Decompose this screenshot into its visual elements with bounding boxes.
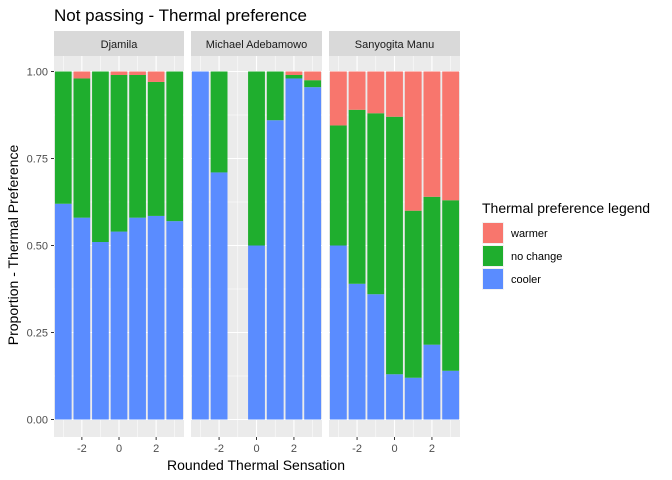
bar-segment-cooler <box>285 78 303 420</box>
bar-segment-warmer <box>147 71 165 82</box>
bar-segment-no-change <box>110 74 128 232</box>
bar-segment-no-change <box>210 71 228 173</box>
bar-segment-cooler <box>166 221 184 420</box>
bar-segment-no-change <box>73 78 91 218</box>
bar-segment-cooler <box>110 231 128 420</box>
bar-segment-no-change <box>442 200 460 371</box>
facet-panel: Michael Adebamowo -2 0 2 <box>191 31 322 455</box>
y-tick-label: 0.50 <box>27 241 48 253</box>
bar-segment-cooler <box>73 217 91 420</box>
x-tick-label: -2 <box>77 443 87 455</box>
bar-segment-warmer <box>386 71 403 117</box>
bar-segment-cooler <box>54 203 72 420</box>
legend-label: warmer <box>510 228 548 240</box>
bar-segment-cooler <box>329 245 347 420</box>
bar-segment-cooler <box>404 377 422 420</box>
x-tick-label: -2 <box>352 443 362 455</box>
bar-segment-warmer <box>129 71 146 75</box>
bar-segment-warmer <box>404 71 422 211</box>
facet-strip <box>54 31 184 56</box>
bar-segment-warmer <box>348 71 366 110</box>
bar-segment-no-change <box>386 116 403 375</box>
legend-title: Thermal preference legend <box>482 200 650 216</box>
bar-segment-no-change <box>166 71 184 222</box>
x-tick-label: 2 <box>291 443 297 455</box>
bar-segment-cooler <box>442 370 460 420</box>
bar-segment-warmer <box>110 71 128 75</box>
bar-segment-cooler <box>210 172 228 420</box>
bar-segment-no-change <box>367 113 385 295</box>
bar-segment-no-change <box>147 81 165 216</box>
bar-segment-no-change <box>248 71 265 246</box>
x-tick-label: 0 <box>116 443 122 455</box>
x-tick-label: 0 <box>391 443 397 455</box>
facet-panel: Djamila -2 0 2 <box>54 31 184 455</box>
y-tick-label: 1.00 <box>27 67 48 79</box>
bar-segment-warmer <box>423 71 441 197</box>
legend-swatch-no-change <box>483 246 503 266</box>
facet-strip-label: Sanyogita Manu <box>355 39 435 51</box>
bar-segment-warmer <box>304 71 322 81</box>
x-tick-label: 2 <box>429 443 435 455</box>
bar-segment-no-change <box>404 210 422 378</box>
bar-segment-warmer <box>329 71 347 126</box>
bar-segment-cooler <box>147 215 165 420</box>
y-axis-label: Proportion - Thermal Preference <box>5 145 21 346</box>
bar-segment-no-change <box>129 74 146 218</box>
bar-segment-warmer <box>285 71 303 75</box>
bar-segment-no-change <box>304 80 322 88</box>
legend-swatch-warmer <box>483 223 503 243</box>
facet-panel: Sanyogita Manu -2 0 2 <box>329 31 460 455</box>
legend-swatch-cooler <box>483 269 503 289</box>
facet-strip-label: Michael Adebamowo <box>206 39 308 51</box>
bar-segment-cooler <box>348 283 366 420</box>
x-axis-label: Rounded Thermal Sensation <box>167 457 345 473</box>
bar-segment-no-change <box>423 196 441 345</box>
bar-segment-no-change <box>54 71 72 204</box>
bar-segment-no-change <box>348 109 366 284</box>
bar-segment-no-change <box>266 71 284 121</box>
bar-segment-cooler <box>386 374 403 420</box>
bar-segment-cooler <box>304 87 322 420</box>
bar-segment-cooler <box>92 242 109 420</box>
chart-title: Not passing - Thermal preference <box>54 6 307 25</box>
legend: Thermal preference legend warmer no chang… <box>482 200 650 290</box>
facet-strip <box>191 31 322 56</box>
bar-segment-no-change <box>92 71 109 243</box>
bar-segment-cooler <box>423 344 441 420</box>
x-tick-label: -2 <box>214 443 224 455</box>
y-tick-label: 0.00 <box>27 415 48 427</box>
bar-segment-no-change <box>329 125 347 246</box>
legend-label: cooler <box>511 274 541 286</box>
bar-segment-no-change <box>285 74 303 79</box>
y-tick-label: 0.75 <box>27 154 48 166</box>
y-axis: 0.00 0.25 0.50 0.75 1.00 <box>27 67 54 427</box>
bar-segment-cooler <box>129 217 146 420</box>
x-tick-label: 0 <box>253 443 259 455</box>
y-tick-label: 0.25 <box>27 328 48 340</box>
legend-label: no change <box>511 251 562 263</box>
bar-segment-cooler <box>191 71 209 420</box>
facet-strip <box>329 31 460 56</box>
bar-segment-warmer <box>442 71 460 201</box>
bar-segment-cooler <box>367 294 385 420</box>
facet-strip-label: Djamila <box>101 39 139 51</box>
bar-segment-warmer <box>367 71 385 114</box>
bar-segment-cooler <box>248 245 265 420</box>
bar-segment-cooler <box>266 120 284 420</box>
bar-segment-warmer <box>73 71 91 79</box>
x-tick-label: 2 <box>153 443 159 455</box>
